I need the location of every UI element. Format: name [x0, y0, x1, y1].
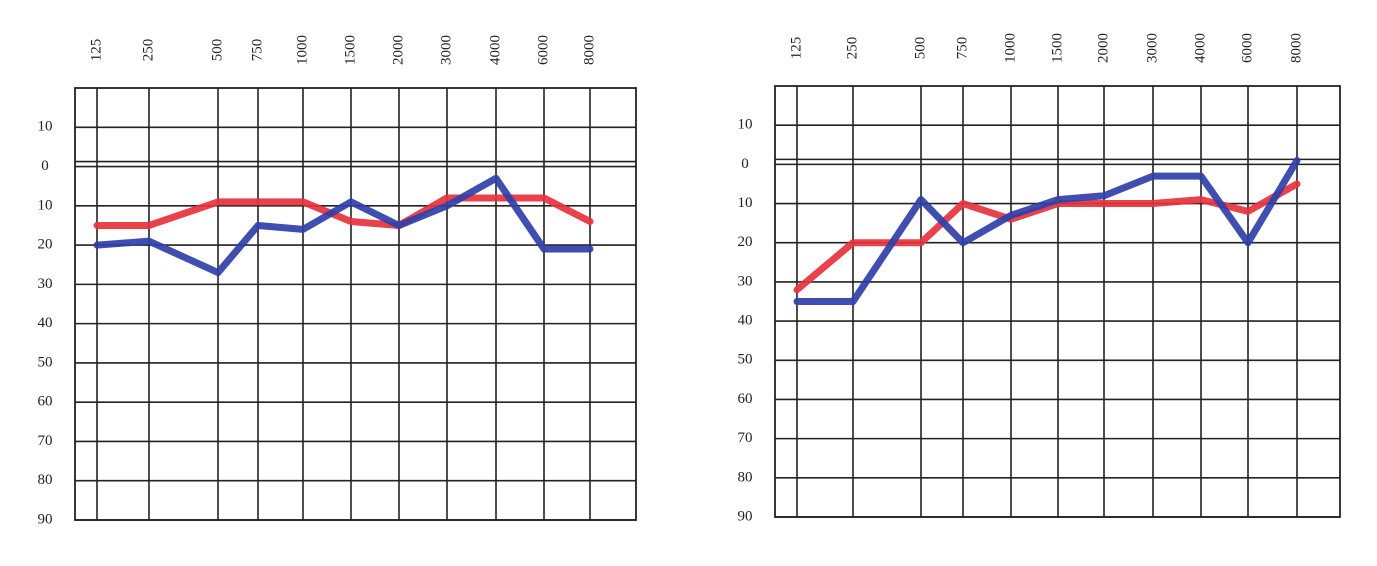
- x-tick-label: 3000: [438, 35, 454, 65]
- y-tick-label: 10: [738, 195, 753, 211]
- x-tick-label: 1500: [1049, 33, 1065, 63]
- y-tick-label: 60: [38, 394, 53, 410]
- x-tick-label: 8000: [581, 35, 597, 65]
- y-tick-label: 70: [738, 430, 753, 446]
- y-tick-label: 0: [741, 156, 749, 172]
- x-tick-label: 8000: [1288, 33, 1304, 63]
- x-tick-label: 4000: [487, 35, 503, 65]
- y-tick-label: 10: [38, 197, 53, 213]
- x-tick-label: 6000: [535, 35, 551, 65]
- y-tick-label: 20: [738, 234, 753, 250]
- y-tick-label: 30: [38, 276, 53, 292]
- y-tick-label: 50: [38, 354, 53, 370]
- y-tick-label: 0: [41, 158, 49, 174]
- y-tick-label: 50: [738, 352, 753, 368]
- x-tick-label: 2000: [1095, 33, 1111, 63]
- y-tick-label: 30: [738, 273, 753, 289]
- x-tick-label: 1000: [1002, 33, 1018, 63]
- plot-frame: [74, 87, 637, 521]
- series-line: [93, 174, 594, 277]
- y-tick-label: 40: [38, 315, 53, 331]
- x-tick-label: 3000: [1144, 33, 1160, 63]
- x-tick-label: 125: [88, 39, 104, 62]
- x-tick-label: 750: [954, 37, 970, 60]
- x-tick-label: 750: [249, 39, 265, 62]
- y-tick-label: 10: [38, 119, 53, 135]
- y-tick-label: 20: [38, 237, 53, 253]
- x-tick-label: 1500: [342, 35, 358, 65]
- x-tick-label: 500: [912, 37, 928, 60]
- y-tick-label: 80: [38, 472, 53, 488]
- x-tick-label: 4000: [1192, 33, 1208, 63]
- y-tick-label: 40: [738, 313, 753, 329]
- y-tick-label: 70: [38, 433, 53, 449]
- x-tick-label: 250: [140, 39, 156, 62]
- series-line: [793, 156, 1301, 305]
- x-tick-label: 2000: [390, 35, 406, 65]
- y-tick-label: 90: [38, 511, 53, 527]
- y-tick-label: 60: [738, 391, 753, 407]
- x-tick-label: 6000: [1239, 33, 1255, 63]
- y-tick-label: 90: [738, 508, 753, 524]
- y-tick-label: 10: [738, 117, 753, 133]
- x-tick-label: 500: [209, 39, 225, 62]
- x-tick-label: 250: [844, 37, 860, 60]
- x-tick-label: 125: [788, 37, 804, 60]
- y-tick-label: 80: [738, 469, 753, 485]
- x-tick-label: 1000: [294, 35, 310, 65]
